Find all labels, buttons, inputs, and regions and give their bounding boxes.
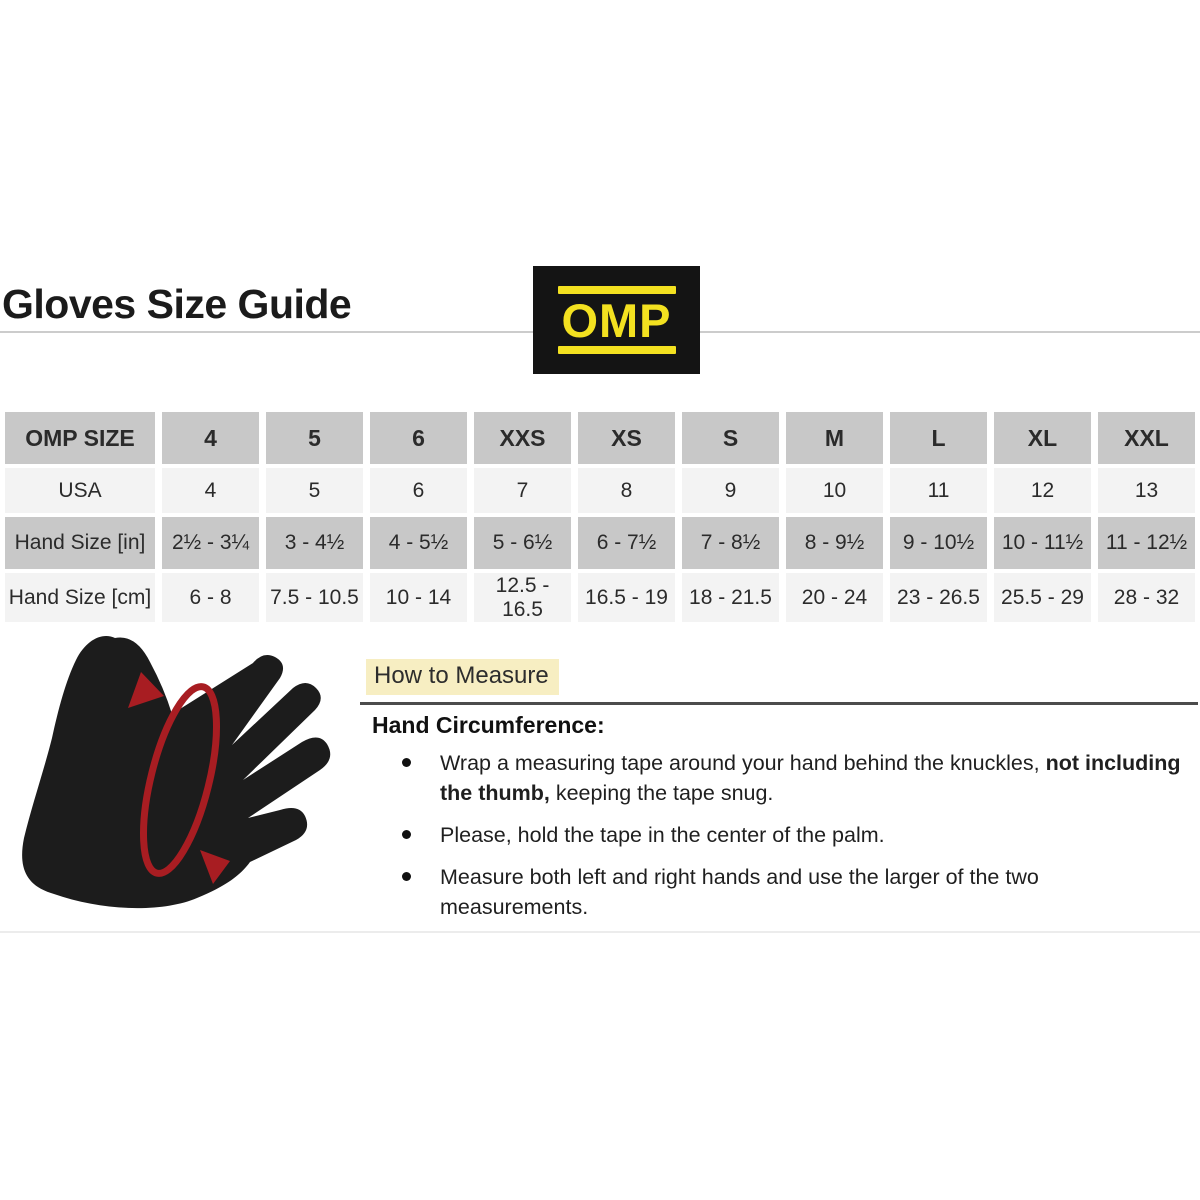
size-table-column-header: XS (578, 412, 675, 464)
measure-instruction-item: Please, hold the tape in the center of t… (400, 820, 1192, 850)
size-table-cell: 16.5 - 19 (578, 573, 675, 622)
size-table-cell: 8 (578, 468, 675, 513)
omp-logo-text: OMP (561, 294, 672, 347)
hand-illustration (12, 630, 347, 910)
measure-instructions-list: Wrap a measuring tape around your hand b… (400, 748, 1192, 934)
size-table-cell: 7 (474, 468, 571, 513)
size-table-cell: 12.5 - 16.5 (474, 573, 571, 622)
size-table-cell: 7.5 - 10.5 (266, 573, 363, 622)
size-table-cell: 20 - 24 (786, 573, 883, 622)
size-table-cell: 6 (370, 468, 467, 513)
tape-arrowhead-bottom (200, 850, 230, 884)
size-table-cell: 25.5 - 29 (994, 573, 1091, 622)
size-table-column-header: L (890, 412, 987, 464)
size-table-cell: 5 (266, 468, 363, 513)
omp-logo-top-bar (557, 286, 676, 294)
how-to-measure-heading: How to Measure (366, 659, 559, 695)
size-table-cell: 10 (786, 468, 883, 513)
size-table-cell: 9 - 10½ (890, 517, 987, 569)
bullet-icon (402, 872, 411, 881)
size-table-cell: 7 - 8½ (682, 517, 779, 569)
size-table-cell: 6 - 7½ (578, 517, 675, 569)
size-table-cell: 11 - 12½ (1098, 517, 1195, 569)
size-table-column-header: XXL (1098, 412, 1195, 464)
size-table-cell: 12 (994, 468, 1091, 513)
hand-with-tape-graphic (22, 636, 331, 909)
size-table-cell: 11 (890, 468, 987, 513)
bottom-divider (0, 931, 1200, 933)
measuring-tape-loop (140, 683, 220, 877)
size-table-column-header: XL (994, 412, 1091, 464)
size-table-cell: 2½ - 3¼ (162, 517, 259, 569)
size-table-column-header: 4 (162, 412, 259, 464)
size-table: OMP SIZE 4 5 6 XXS XS S M L XL XXL USA 4 5 6 7 8 9 10 11 12 1… (5, 412, 1195, 622)
hand-silhouette (22, 636, 331, 909)
size-table-cell: 28 - 32 (1098, 573, 1195, 622)
size-table-cell: 10 - 14 (370, 573, 467, 622)
omp-logo: OMP (533, 266, 700, 374)
size-table-cell: 10 - 11½ (994, 517, 1091, 569)
size-table-cell: 3 - 4½ (266, 517, 363, 569)
size-table-cell: 5 - 6½ (474, 517, 571, 569)
page-title: Gloves Size Guide (2, 281, 352, 327)
tape-arrowhead-top (128, 672, 164, 708)
measure-instruction-item: Measure both left and right hands and us… (400, 862, 1192, 922)
size-table-column-header: M (786, 412, 883, 464)
bullet-icon (402, 830, 411, 839)
size-table-column-header: XXS (474, 412, 571, 464)
size-table-cell: 23 - 26.5 (890, 573, 987, 622)
bullet-icon (402, 758, 411, 767)
size-table-row-label: USA (5, 468, 155, 513)
size-table-cell: 6 - 8 (162, 573, 259, 622)
omp-logo-bottom-bar (557, 346, 676, 354)
size-table-cell: 4 (162, 468, 259, 513)
size-table-column-header: 5 (266, 412, 363, 464)
size-table-cell: 18 - 21.5 (682, 573, 779, 622)
measure-divider (360, 702, 1198, 705)
measure-instruction-item: Wrap a measuring tape around your hand b… (400, 748, 1192, 808)
size-table-cell: 13 (1098, 468, 1195, 513)
size-table-cell: 9 (682, 468, 779, 513)
size-table-row-label: Hand Size [cm] (5, 573, 155, 622)
size-table-cell: 4 - 5½ (370, 517, 467, 569)
hand-circumference-heading: Hand Circumference: (372, 712, 605, 738)
size-table-column-header: S (682, 412, 779, 464)
size-table-column-header: 6 (370, 412, 467, 464)
size-table-cell: 8 - 9½ (786, 517, 883, 569)
size-table-row-label: Hand Size [in] (5, 517, 155, 569)
size-table-corner-header: OMP SIZE (5, 412, 155, 464)
